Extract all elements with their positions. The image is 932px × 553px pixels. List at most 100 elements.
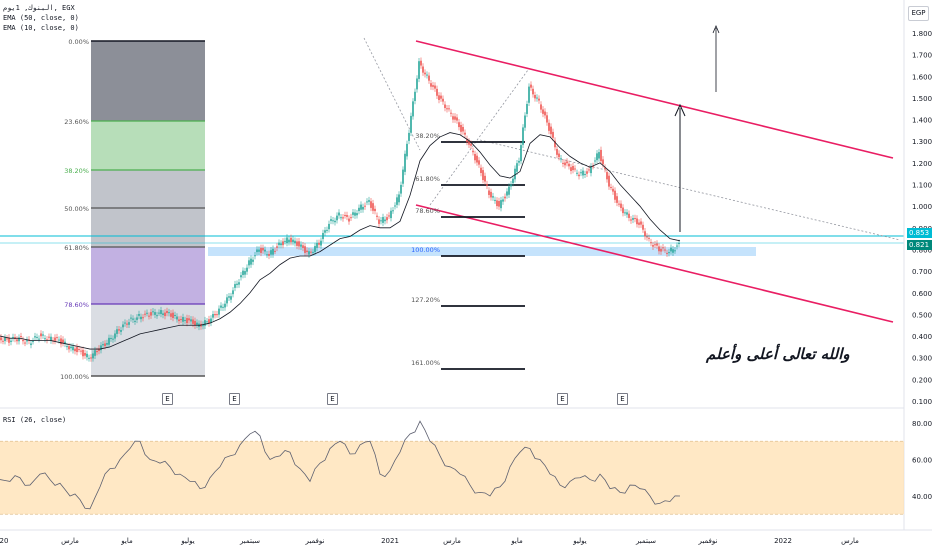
candle-body — [368, 200, 370, 202]
candle-body — [642, 224, 644, 230]
candle-body — [120, 330, 122, 332]
earnings-marker[interactable]: E — [617, 393, 628, 405]
candle-body — [420, 60, 422, 66]
candle-body — [384, 219, 386, 222]
candle-body — [298, 241, 300, 247]
candle-body — [306, 250, 308, 253]
candle-body — [154, 312, 156, 315]
candle-body — [232, 290, 234, 295]
time-tick-label: 20 — [0, 537, 8, 545]
candle-body — [434, 85, 436, 89]
fib-level-label: 61.80% — [64, 244, 89, 252]
candle-body — [496, 200, 498, 207]
candle-body — [652, 245, 654, 247]
candle-body — [576, 172, 578, 174]
candle-body — [266, 254, 268, 256]
rsi-tick-label: 40.00 — [912, 493, 932, 501]
descending-channel — [363, 37, 901, 323]
candle-body — [534, 94, 536, 99]
candle-body — [568, 163, 570, 167]
candle-body — [100, 345, 102, 351]
candle-body — [10, 340, 12, 342]
candle-body — [410, 115, 412, 133]
candle-body — [574, 168, 576, 170]
legend-ema50[interactable]: EMA (50, close, 0) — [3, 14, 79, 22]
candle-body — [242, 270, 244, 275]
candle-body — [430, 83, 432, 87]
trend-dashed-line — [363, 37, 421, 151]
candle-body — [280, 243, 282, 246]
candle-body — [670, 247, 672, 252]
candle-body — [542, 109, 544, 114]
time-tick-label: نوفمبر — [698, 537, 718, 545]
candle-body — [330, 219, 332, 221]
candle-body — [612, 188, 614, 192]
candle-body — [518, 160, 520, 163]
price-tick-label: 1.100 — [912, 182, 932, 190]
candle-body — [228, 296, 230, 298]
candle-body — [148, 315, 150, 317]
candle-body — [530, 84, 532, 88]
candle-body — [186, 318, 188, 324]
candle-body — [492, 196, 494, 198]
candle-body — [182, 317, 184, 322]
candle-body — [594, 160, 596, 162]
legend-symbol[interactable]: البنوك, 1يوم, EGX — [3, 4, 75, 12]
earnings-marker[interactable]: E — [557, 393, 568, 405]
fibonacci-retracement-left: 0.00% 23.60% 38.20% 50.00% 61.80% 78.60% 100.0… — [60, 38, 205, 381]
candle-body — [8, 337, 10, 343]
candle-body — [580, 172, 582, 174]
candle-body — [480, 167, 482, 174]
candle-body — [380, 220, 382, 222]
candle-body — [520, 145, 522, 162]
candle-body — [590, 166, 592, 174]
candle-body — [312, 251, 314, 253]
candle-body — [528, 86, 530, 103]
candle-body — [30, 343, 32, 346]
price-tick-label: 1.400 — [912, 117, 932, 125]
candle-body — [194, 320, 196, 326]
time-tick-label: مايو — [510, 537, 523, 545]
candle-body — [56, 337, 58, 339]
candle-body — [58, 339, 60, 341]
rsi-tick-label: 60.00 — [912, 457, 932, 465]
candle-body — [664, 249, 666, 251]
price-tick-label: 0.100 — [912, 398, 932, 406]
candle-body — [110, 337, 112, 339]
candle-body — [416, 78, 418, 90]
currency-button[interactable]: EGP — [908, 6, 929, 21]
candle-body — [622, 207, 624, 214]
earnings-marker[interactable]: E — [327, 393, 338, 405]
earnings-marker[interactable]: E — [229, 393, 240, 405]
candle-body — [678, 242, 680, 245]
candle-body — [582, 170, 584, 176]
candle-body — [328, 223, 330, 230]
price-tick-label: 0.800 — [912, 246, 932, 254]
candle-body — [608, 175, 610, 187]
legend-ema10[interactable]: EMA (10, close, 0) — [3, 24, 79, 32]
candle-body — [436, 88, 438, 96]
price-tag-upper: 0.853 — [907, 228, 932, 238]
candle-body — [252, 259, 254, 262]
candle-body — [322, 232, 324, 240]
candle-body — [604, 167, 606, 170]
annotation-text[interactable]: والله تعالى أعلى وأعلم — [706, 345, 850, 363]
candle-body — [290, 237, 292, 243]
candle-body — [484, 175, 486, 182]
candle-body — [620, 203, 622, 208]
candle-body — [44, 338, 46, 340]
candle-body — [318, 242, 320, 245]
time-tick-label: 2022 — [774, 537, 792, 545]
candle-body — [98, 348, 100, 352]
candle-body — [210, 318, 212, 323]
candle-body — [36, 336, 38, 338]
candle-body — [74, 348, 76, 352]
chart-legend: البنوك, 1يوم, EGX EMA (50, close, 0) EMA… — [3, 3, 79, 33]
earnings-marker[interactable]: E — [162, 393, 173, 405]
candle-body — [372, 203, 374, 211]
candle-body — [414, 91, 416, 101]
rsi-title[interactable]: RSI (26, close) — [3, 416, 67, 424]
candle-body — [262, 247, 264, 251]
